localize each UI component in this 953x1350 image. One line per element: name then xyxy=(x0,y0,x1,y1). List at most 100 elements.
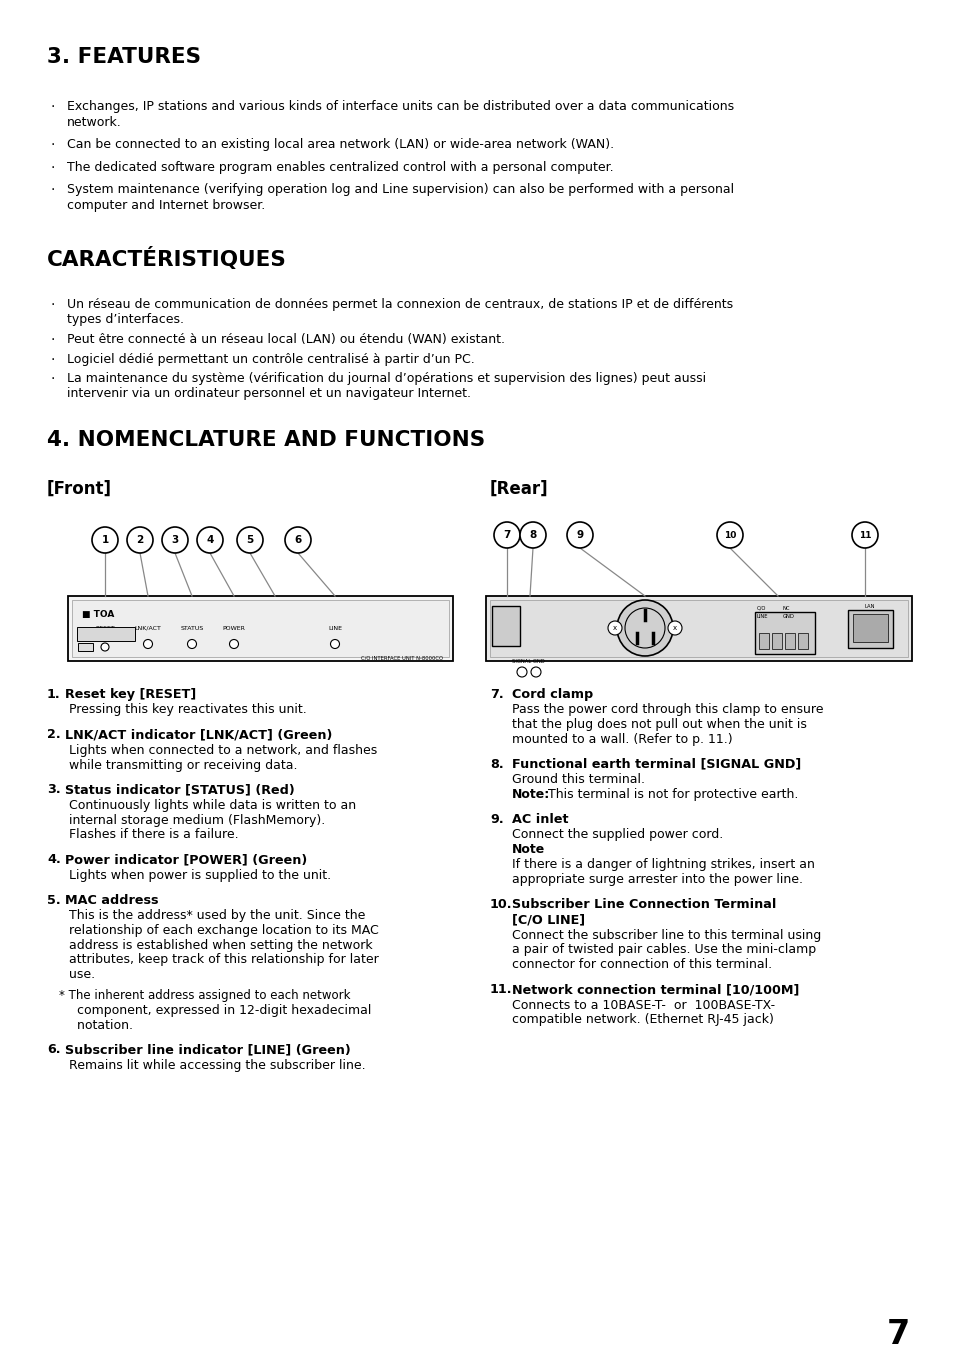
Text: LAN: LAN xyxy=(863,603,874,609)
Text: [Front]: [Front] xyxy=(47,481,112,498)
Text: x: x xyxy=(672,625,677,630)
Circle shape xyxy=(236,526,263,554)
Text: C/O INTERFACE UNIT N-8000CO: C/O INTERFACE UNIT N-8000CO xyxy=(360,655,442,660)
Bar xyxy=(485,595,911,662)
Text: C/O: C/O xyxy=(757,606,765,612)
Text: * The inherent address assigned to each network: * The inherent address assigned to each … xyxy=(59,990,350,1002)
Text: internal storage medium (FlashMemory).: internal storage medium (FlashMemory). xyxy=(69,814,325,826)
Text: network.: network. xyxy=(67,116,122,128)
Circle shape xyxy=(101,643,109,651)
Text: LNK/ACT indicator [LNK/ACT] (Green): LNK/ACT indicator [LNK/ACT] (Green) xyxy=(65,728,332,741)
Bar xyxy=(759,633,768,649)
Text: Network connection terminal [10/100M]: Network connection terminal [10/100M] xyxy=(512,983,799,996)
Text: System maintenance (verifying operation log and Line supervision) can also be pe: System maintenance (verifying operation … xyxy=(67,184,734,196)
Text: Ground this terminal.: Ground this terminal. xyxy=(512,774,644,787)
Text: MAC address: MAC address xyxy=(65,894,158,907)
Bar xyxy=(490,599,907,657)
Bar xyxy=(797,633,807,649)
Circle shape xyxy=(717,522,742,548)
Text: ·: · xyxy=(51,298,55,312)
Text: 3: 3 xyxy=(172,535,178,545)
Text: computer and Internet browser.: computer and Internet browser. xyxy=(67,198,265,212)
Text: while transmitting or receiving data.: while transmitting or receiving data. xyxy=(69,759,297,772)
Text: Lights when power is supplied to the unit.: Lights when power is supplied to the uni… xyxy=(69,869,331,882)
Text: LINE: LINE xyxy=(328,626,341,630)
Text: 8.: 8. xyxy=(490,757,503,771)
Text: Pass the power cord through this clamp to ensure: Pass the power cord through this clamp t… xyxy=(512,703,822,717)
Text: Reset key [RESET]: Reset key [RESET] xyxy=(65,688,196,701)
Text: ·: · xyxy=(51,161,55,174)
Text: ·: · xyxy=(51,333,55,347)
Text: Un réseau de communication de données permet la connexion de centraux, de statio: Un réseau de communication de données pe… xyxy=(67,298,732,311)
Text: Pressing this key reactivates this unit.: Pressing this key reactivates this unit. xyxy=(69,703,307,717)
Text: 6.: 6. xyxy=(47,1044,60,1057)
Bar xyxy=(68,595,453,662)
Text: CARACTÉRISTIQUES: CARACTÉRISTIQUES xyxy=(47,247,287,270)
Text: 2.: 2. xyxy=(47,728,61,741)
Text: relationship of each exchange location to its MAC: relationship of each exchange location t… xyxy=(69,923,378,937)
Text: Can be connected to an existing local area network (LAN) or wide-area network (W: Can be connected to an existing local ar… xyxy=(67,138,614,151)
Bar xyxy=(784,633,794,649)
Text: POWER: POWER xyxy=(222,626,245,630)
Text: compatible network. (Ethernet RJ-45 jack): compatible network. (Ethernet RJ-45 jack… xyxy=(512,1014,773,1026)
Text: 1: 1 xyxy=(101,535,109,545)
Text: Subscriber line indicator [LINE] (Green): Subscriber line indicator [LINE] (Green) xyxy=(65,1044,351,1057)
Text: 9.: 9. xyxy=(490,813,503,826)
Circle shape xyxy=(330,640,339,648)
Text: mounted to a wall. (Refer to p. 11.): mounted to a wall. (Refer to p. 11.) xyxy=(512,733,732,747)
Text: ·: · xyxy=(51,138,55,153)
Text: Note:: Note: xyxy=(512,788,550,801)
Text: SIGNAL GND: SIGNAL GND xyxy=(511,659,544,664)
Bar xyxy=(78,643,92,651)
Text: x: x xyxy=(612,625,617,630)
Circle shape xyxy=(162,526,188,554)
Text: use.: use. xyxy=(69,968,95,981)
Text: [C/O LINE]: [C/O LINE] xyxy=(512,913,584,926)
Text: Connect the supplied power cord.: Connect the supplied power cord. xyxy=(512,829,722,841)
Text: 8: 8 xyxy=(529,531,536,540)
Text: NC: NC xyxy=(782,606,790,612)
Text: ·: · xyxy=(51,352,55,366)
Text: 10: 10 xyxy=(723,531,736,540)
Circle shape xyxy=(851,522,877,548)
Text: types d’interfaces.: types d’interfaces. xyxy=(67,313,184,327)
Circle shape xyxy=(91,526,118,554)
Text: Status indicator [STATUS] (Red): Status indicator [STATUS] (Red) xyxy=(65,783,294,796)
Text: 2: 2 xyxy=(136,535,144,545)
Text: component, expressed in 12-digit hexadecimal: component, expressed in 12-digit hexadec… xyxy=(69,1004,371,1017)
Text: The dedicated software program enables centralized control with a personal compu: The dedicated software program enables c… xyxy=(67,161,613,174)
Text: Subscriber Line Connection Terminal: Subscriber Line Connection Terminal xyxy=(512,898,776,911)
Text: [Rear]: [Rear] xyxy=(490,481,548,498)
Text: Remains lit while accessing the subscriber line.: Remains lit while accessing the subscrib… xyxy=(69,1058,365,1072)
Text: ·: · xyxy=(51,373,55,386)
Text: STATUS: STATUS xyxy=(180,626,203,630)
Text: 3.: 3. xyxy=(47,783,61,796)
Text: Connect the subscriber line to this terminal using: Connect the subscriber line to this term… xyxy=(512,929,821,942)
Text: 6: 6 xyxy=(294,535,301,545)
Bar xyxy=(492,606,519,647)
Text: ■ TOA: ■ TOA xyxy=(82,610,114,620)
Text: Connects to a 10BASE-T-  or  100BASE-TX-: Connects to a 10BASE-T- or 100BASE-TX- xyxy=(512,999,774,1011)
Text: connector for connection of this terminal.: connector for connection of this termina… xyxy=(512,958,771,971)
Circle shape xyxy=(127,526,152,554)
Text: 7.: 7. xyxy=(490,688,503,701)
Text: attributes, keep track of this relationship for later: attributes, keep track of this relations… xyxy=(69,953,378,967)
Text: that the plug does not pull out when the unit is: that the plug does not pull out when the… xyxy=(512,718,806,732)
Text: 1.: 1. xyxy=(47,688,61,701)
Text: AC inlet: AC inlet xyxy=(512,813,568,826)
Bar xyxy=(847,610,892,648)
Circle shape xyxy=(143,640,152,648)
Text: Peut être connecté à un réseau local (LAN) ou étendu (WAN) existant.: Peut être connecté à un réseau local (LA… xyxy=(67,333,504,346)
Text: LINE: LINE xyxy=(757,614,768,620)
Text: 10.: 10. xyxy=(490,898,512,911)
Bar xyxy=(71,599,449,657)
Text: 4. NOMENCLATURE AND FUNCTIONS: 4. NOMENCLATURE AND FUNCTIONS xyxy=(47,431,485,450)
Text: 7: 7 xyxy=(886,1318,909,1350)
Bar xyxy=(852,614,887,643)
Circle shape xyxy=(566,522,593,548)
Circle shape xyxy=(607,621,621,634)
Text: Power indicator [POWER] (Green): Power indicator [POWER] (Green) xyxy=(65,853,307,867)
Circle shape xyxy=(517,667,526,676)
Text: Note: Note xyxy=(512,844,545,856)
Text: Exchanges, IP stations and various kinds of interface units can be distributed o: Exchanges, IP stations and various kinds… xyxy=(67,100,734,113)
